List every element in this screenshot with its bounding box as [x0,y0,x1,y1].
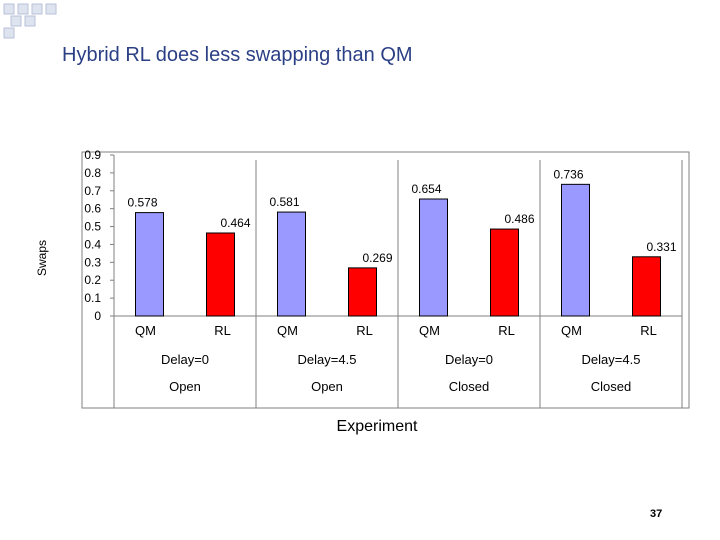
y-tick-label: 0.7 [84,184,101,198]
bar-value-label: 0.578 [127,196,157,210]
y-axis-label: Swaps [35,240,49,276]
group-state-label: Open [311,379,343,394]
group-delay-label: Delay=0 [445,352,493,367]
bar-qm [135,212,164,317]
chart-area-frame [81,151,690,409]
bar-qm [419,198,448,317]
slide-number: 37 [650,508,663,520]
group-delay-label: Delay=0 [161,352,209,367]
bar-qm [277,211,306,317]
bar-value-label: 0.269 [362,251,392,265]
bar-category-label: QM [277,323,298,338]
bar-category-label: QM [135,323,156,338]
y-tick-label: 0.8 [84,166,101,180]
y-tick-label: 0.5 [84,220,101,234]
bar-value-label: 0.654 [411,182,441,196]
bar-category-label: RL [498,323,515,338]
group-state-label: Closed [449,379,489,394]
bar-value-label: 0.486 [504,212,534,226]
bar-value-label: 0.331 [646,240,676,254]
slide-title: Hybrid RL does less swapping than QM [62,44,413,66]
group-delay-label: Delay=4.5 [582,352,641,367]
bar-rl [490,228,519,317]
y-tick-label: 0.6 [84,202,101,216]
corner-decoration [3,3,57,39]
bar-rl [632,256,661,317]
group-state-label: Closed [591,379,631,394]
y-tick-label: 0.9 [84,148,101,162]
bar-qm [561,183,590,317]
bar-category-label: RL [640,323,657,338]
bar-value-label: 0.464 [220,216,250,230]
bar-value-label: 0.736 [553,167,583,181]
y-tick-label: 0.1 [84,291,101,305]
group-delay-label: Delay=4.5 [298,352,357,367]
y-tick-label: 0.3 [84,255,101,269]
group-state-label: Open [169,379,201,394]
bar-category-label: RL [356,323,373,338]
y-tick-label: 0.4 [84,237,101,251]
y-tick-label: 0.2 [84,273,101,287]
bar-category-label: QM [561,323,582,338]
x-axis-label: Experiment [337,418,418,435]
bar-category-label: QM [419,323,440,338]
bar-category-label: RL [214,323,231,338]
bar-rl [206,232,235,317]
y-tick-label: 0 [94,309,101,323]
bar-rl [348,267,377,317]
bar-value-label: 0.581 [269,195,299,209]
